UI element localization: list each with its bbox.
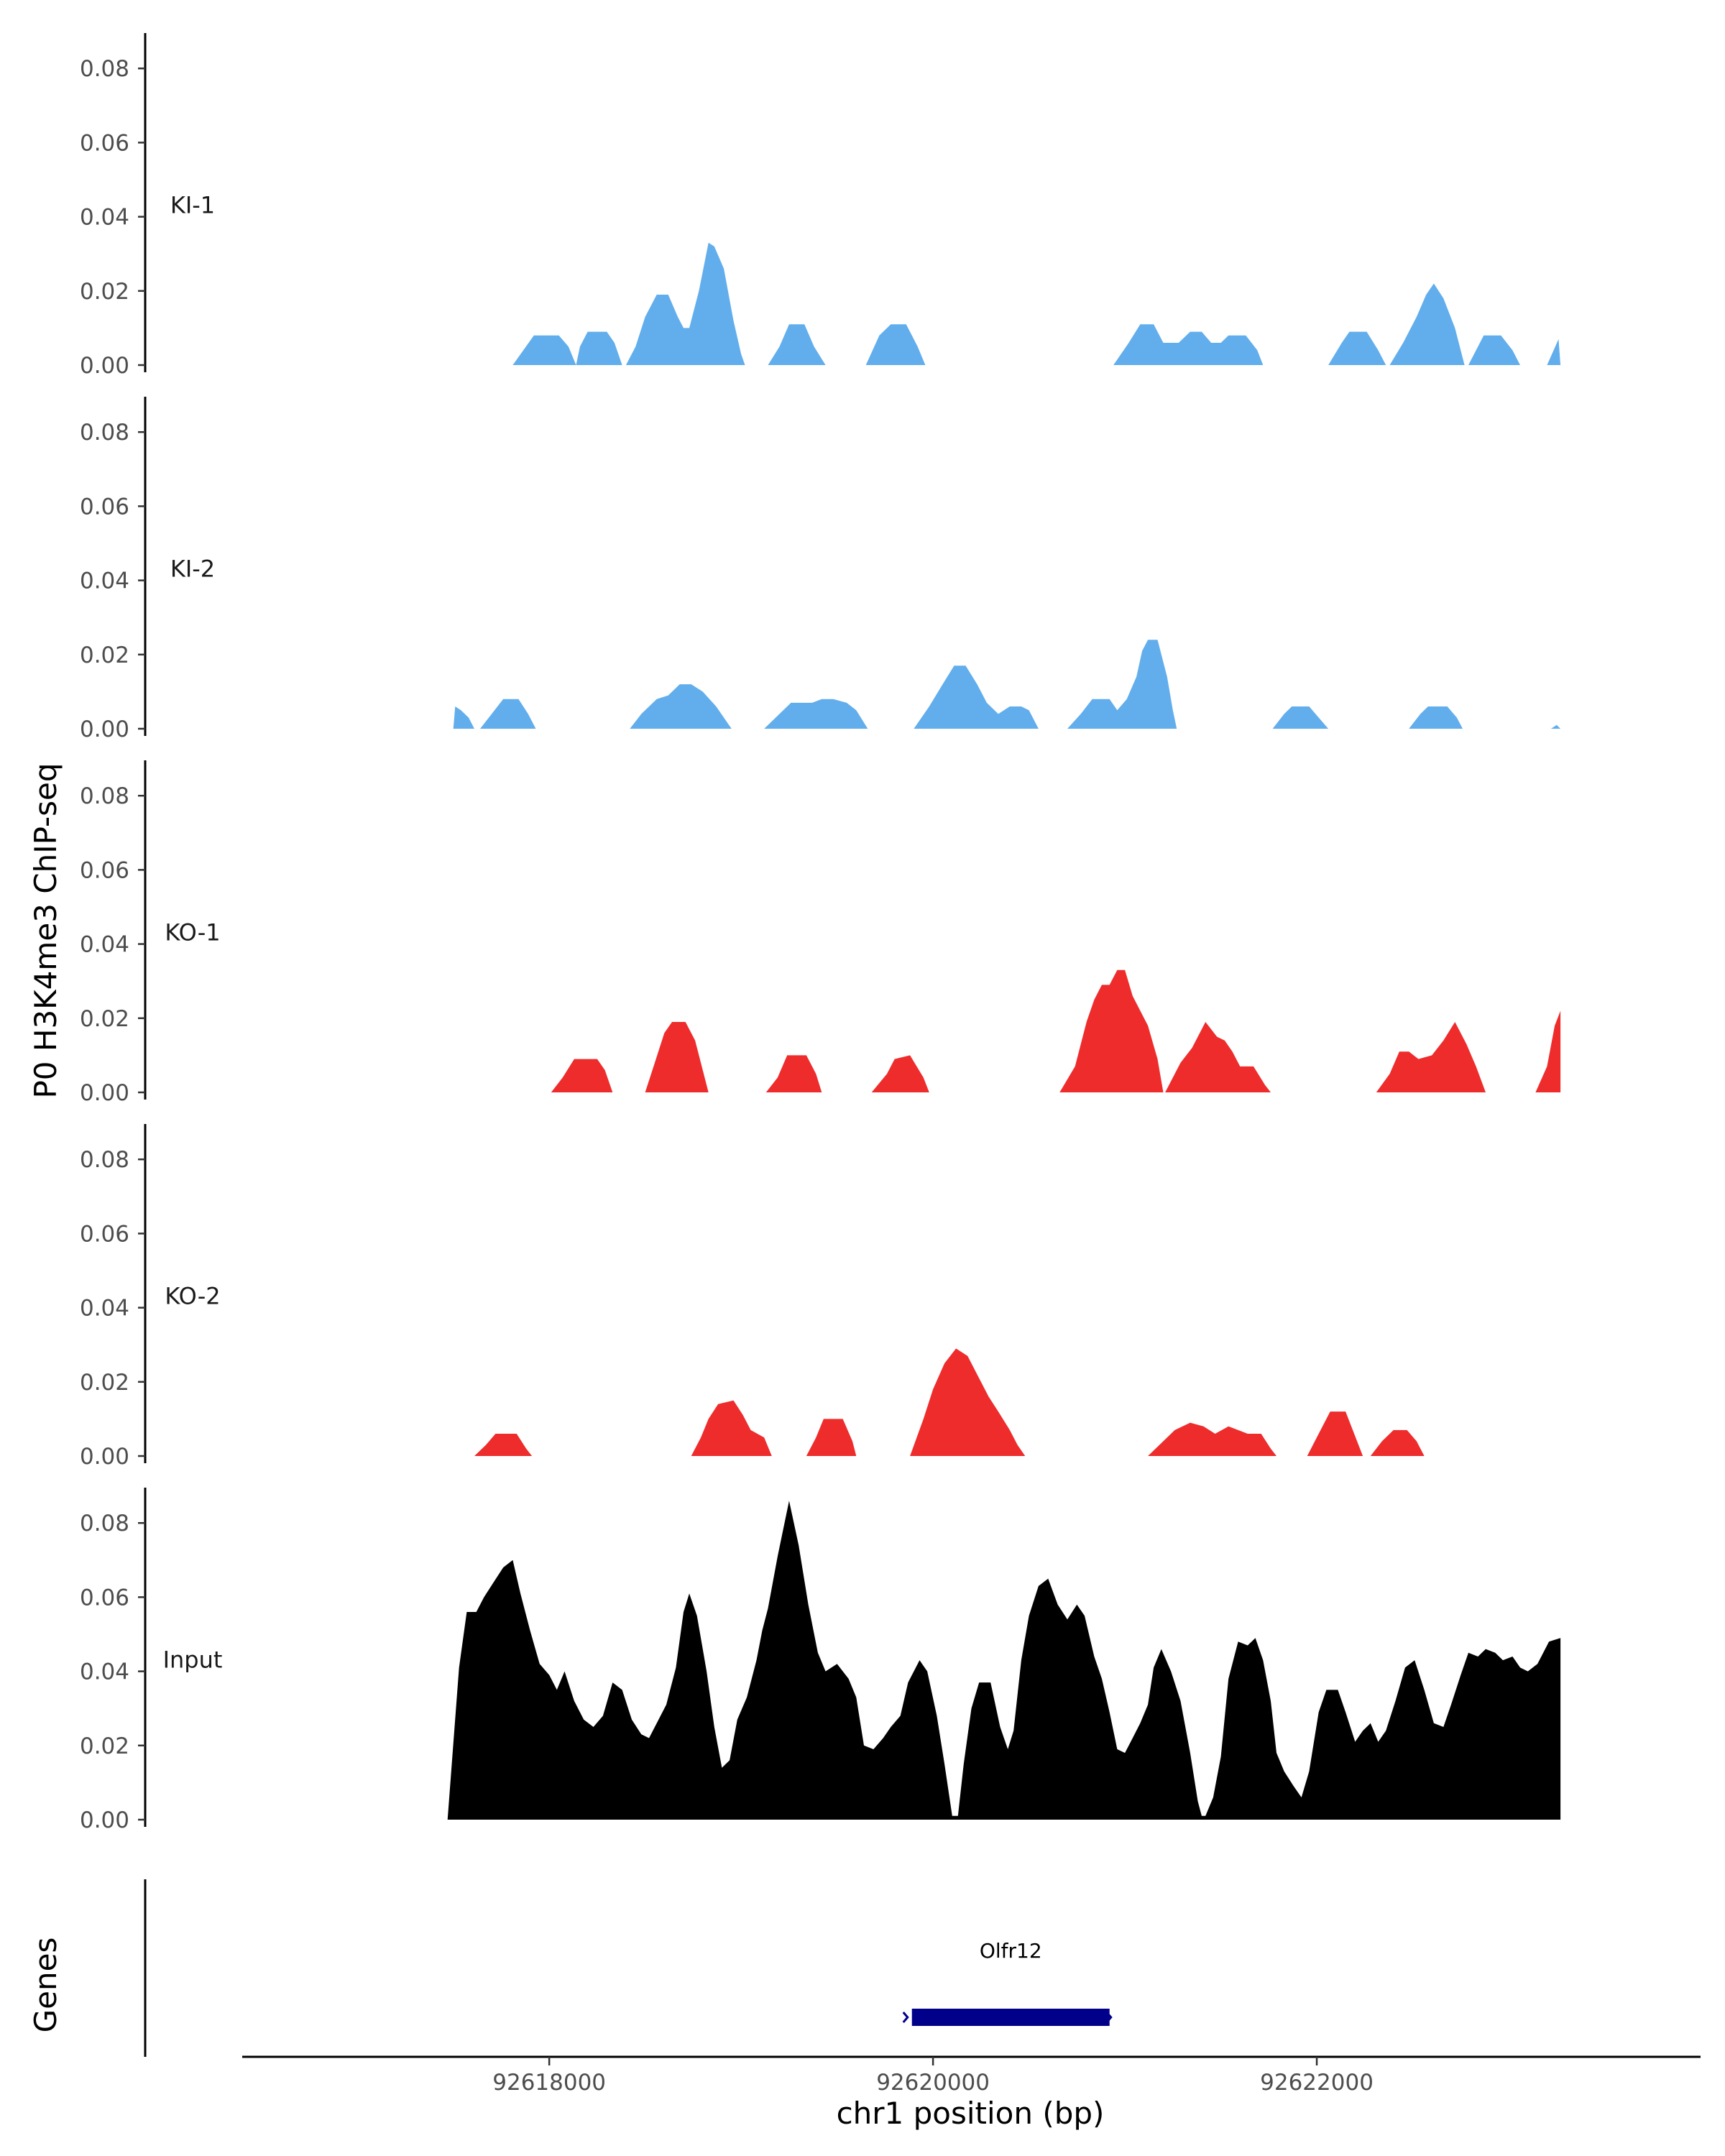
- y-tick-label: 0.04: [80, 1296, 129, 1322]
- y-tick-label: 0.00: [80, 717, 129, 742]
- y-tick-label: 0.02: [80, 1733, 129, 1759]
- y-tick-label: 0.06: [80, 857, 129, 883]
- y-tick-label: 0.06: [80, 1585, 129, 1611]
- signal-area-ko-1: [551, 969, 1561, 1092]
- x-axis-title: chr1 position (bp): [837, 2096, 1105, 2131]
- y-tick-label: 0.06: [80, 1221, 129, 1247]
- x-tick-label: 92620000: [876, 2070, 990, 2096]
- x-axis: 92618000 92620000 92622000: [242, 2055, 1701, 2096]
- y-tick-label: 0.02: [80, 1370, 129, 1396]
- gene-label-olfr12: Olfr12: [980, 1939, 1042, 1963]
- y-axis-title: P0 H3K4me3 ChIP-seq: [28, 763, 63, 1098]
- track-label-ki-2: KI-2: [170, 555, 215, 582]
- strand-arrow-icon: [1105, 2012, 1113, 2023]
- track-label-input: Input: [163, 1646, 223, 1673]
- x-tick-label: 92622000: [1260, 2070, 1374, 2096]
- y-tick-label: 0.06: [80, 494, 129, 520]
- gene-body-olfr12: [911, 2009, 1110, 2026]
- track-ki-1: 0.00 0.02 0.04 0.06 0.08 KI-1: [80, 33, 1561, 379]
- track-input: 0.00 0.02 0.04 0.06 0.08 Input: [80, 1488, 1561, 1833]
- y-tick-label: 0.08: [80, 1147, 129, 1173]
- y-tick-label: 0.02: [80, 1006, 129, 1032]
- signal-area-ki-2: [453, 640, 1561, 729]
- y-tick-label: 0.08: [80, 783, 129, 809]
- y-tick-label: 0.00: [80, 1080, 129, 1106]
- track-ki-2: 0.00 0.02 0.04 0.06 0.08 KI-2: [80, 397, 1561, 742]
- y-tick-label: 0.04: [80, 1659, 129, 1685]
- y-tick-label: 0.08: [80, 1511, 129, 1537]
- track-label-ko-2: KO-2: [165, 1282, 220, 1309]
- y-tick-label: 0.08: [80, 56, 129, 82]
- signal-area-ko-2: [474, 1348, 1425, 1456]
- track-ko-1: 0.00 0.02 0.04 0.06 0.08 KO-1: [80, 760, 1561, 1106]
- signal-area-input: [447, 1501, 1561, 1820]
- y-tick-label: 0.00: [80, 1444, 129, 1470]
- y-tick-label: 0.00: [80, 353, 129, 379]
- genes-panel: Genes Olfr12: [28, 1879, 1113, 2057]
- y-tick-label: 0.04: [80, 568, 129, 594]
- y-tick-label: 0.04: [80, 932, 129, 958]
- y-tick-label: 0.04: [80, 205, 129, 231]
- track-label-ko-1: KO-1: [165, 918, 220, 946]
- track-label-ki-1: KI-1: [170, 191, 215, 218]
- y-tick-label: 0.08: [80, 420, 129, 446]
- y-tick-label: 0.06: [80, 130, 129, 156]
- genes-track-label: Genes: [28, 1938, 63, 2033]
- track-ko-2: 0.00 0.02 0.04 0.06 0.08 KO-2: [80, 1124, 1425, 1470]
- y-tick-label: 0.00: [80, 1807, 129, 1833]
- strand-arrow-icon: [902, 2012, 909, 2023]
- y-tick-label: 0.02: [80, 279, 129, 305]
- signal-area-ki-1: [512, 242, 1561, 365]
- tracks-layer: 0.00 0.02 0.04 0.06 0.08 KI-1 0.00 0.02 0.04 0.06…: [80, 33, 1561, 1833]
- y-tick-label: 0.02: [80, 642, 129, 668]
- x-tick-label: 92618000: [492, 2070, 606, 2096]
